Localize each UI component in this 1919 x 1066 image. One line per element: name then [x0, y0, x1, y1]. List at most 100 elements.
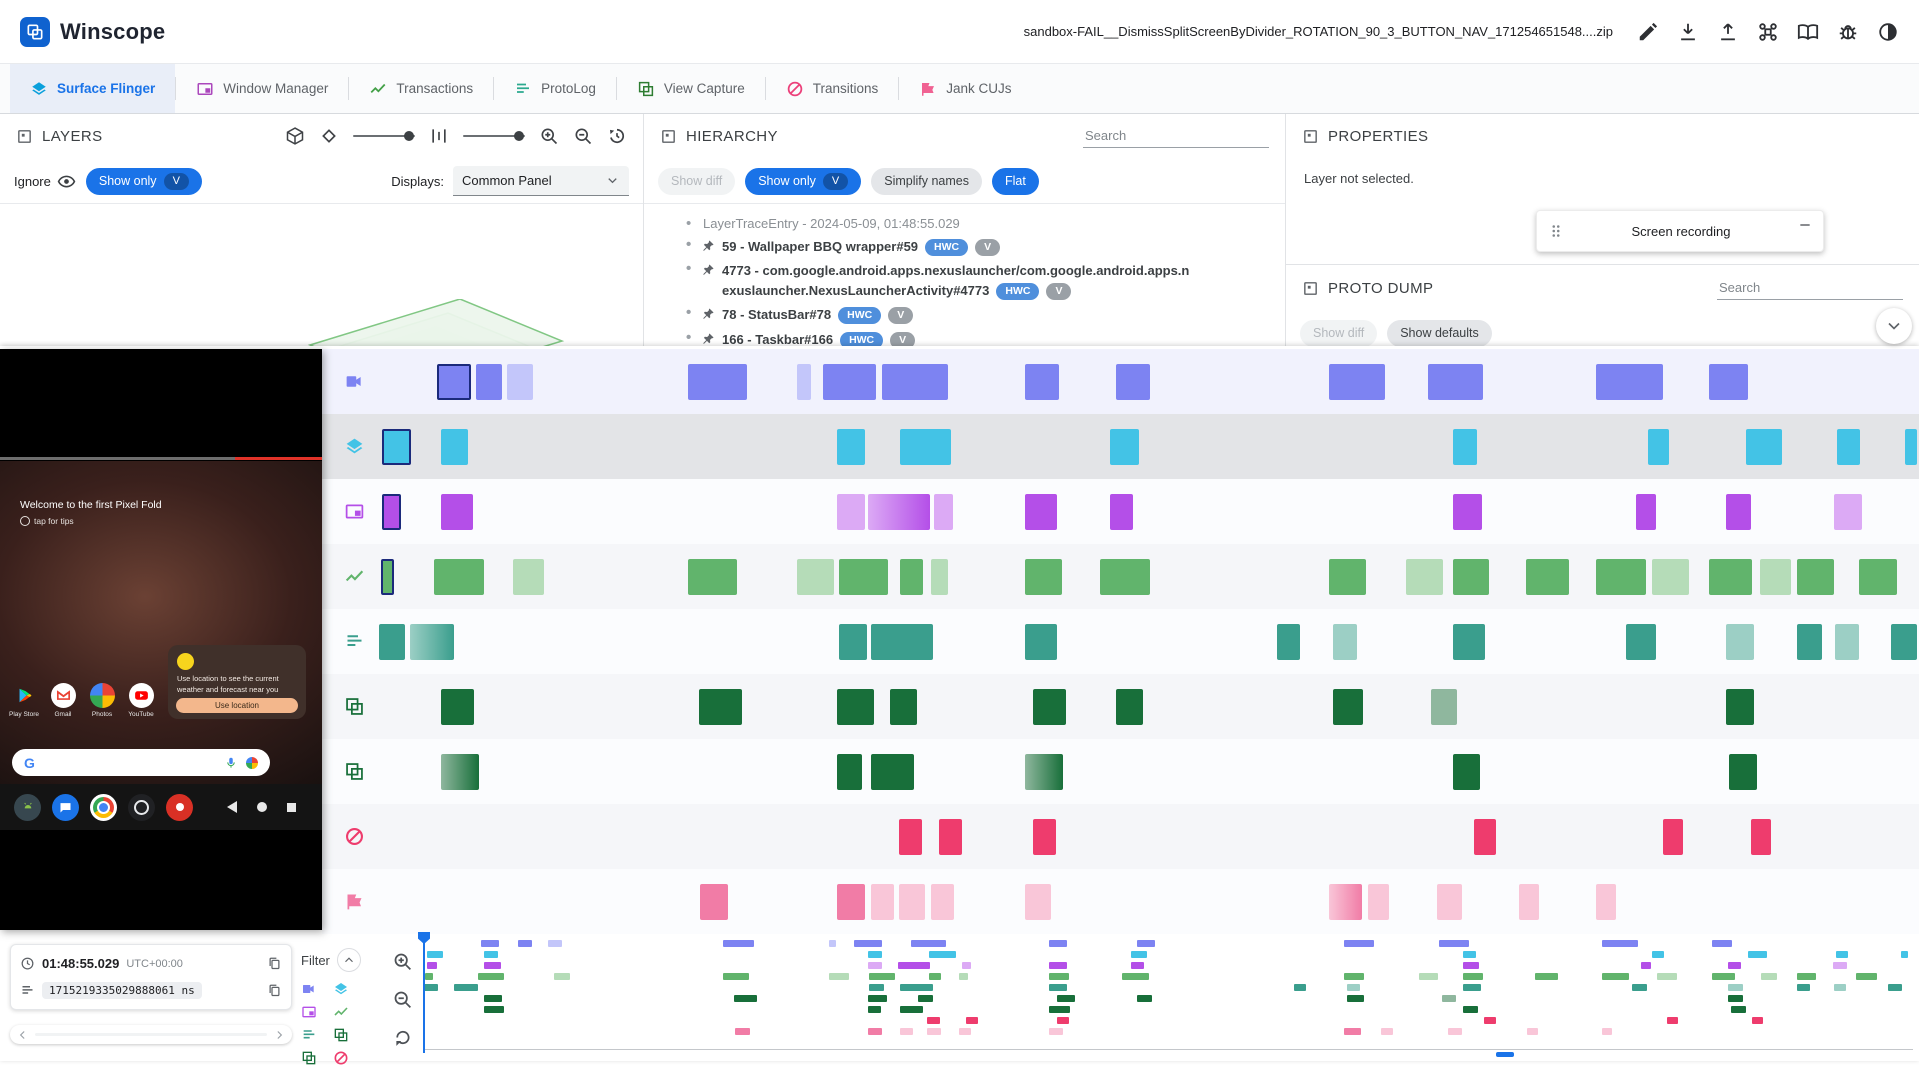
timeline-block[interactable] — [440, 429, 469, 465]
timeline-block[interactable] — [838, 559, 889, 595]
timeline-block[interactable] — [1518, 884, 1539, 920]
timeline-block[interactable] — [871, 884, 895, 920]
pin-icon[interactable] — [701, 307, 715, 321]
tab-surface-flinger[interactable]: Surface Flinger — [10, 64, 176, 113]
timeline-block[interactable] — [1332, 689, 1364, 725]
use-location-button[interactable]: Use location — [176, 698, 298, 713]
tab-jank-cujs[interactable]: Jank CUJs — [899, 64, 1031, 113]
timeline-block[interactable] — [440, 689, 475, 725]
drag-handle-icon[interactable] — [1547, 222, 1565, 240]
timeline-block[interactable] — [900, 559, 924, 595]
spacing-icon[interactable] — [429, 126, 449, 146]
dark-mode-toggle[interactable] — [1877, 21, 1899, 43]
spacing-slider[interactable] — [463, 131, 525, 141]
filter-collapse-button[interactable] — [336, 948, 361, 972]
documentation-button[interactable] — [1797, 21, 1819, 43]
timeline-block[interactable] — [1430, 689, 1458, 725]
timeline-block[interactable] — [931, 884, 955, 920]
timeline-block[interactable] — [934, 494, 953, 530]
hierarchy-node[interactable]: • 78 - StatusBar#78 HWC V — [686, 303, 1271, 328]
timeline-block[interactable] — [700, 884, 729, 920]
timeline-block[interactable] — [1329, 364, 1385, 400]
timeline-block[interactable] — [1760, 559, 1791, 595]
timeline-block[interactable] — [1835, 624, 1859, 660]
timeline-block[interactable] — [1833, 494, 1862, 530]
timeline-block[interactable] — [1024, 494, 1058, 530]
pin-icon[interactable] — [701, 263, 715, 277]
hierarchy-node[interactable]: • 4773 - com.google.android.apps.nexuslau… — [686, 259, 1271, 303]
timeline-block[interactable] — [1427, 364, 1484, 400]
timeline-block[interactable] — [1452, 624, 1485, 660]
timeline-block[interactable] — [409, 624, 455, 660]
screen-recording-preview[interactable]: Welcome to the first Pixel Fold tap for … — [0, 349, 322, 930]
listlines-icon[interactable] — [301, 1027, 317, 1043]
timeline-zoom-in-button[interactable] — [392, 951, 413, 972]
timeline-block[interactable] — [1032, 819, 1056, 855]
timeline-block[interactable] — [797, 559, 835, 595]
timeline-block[interactable] — [1024, 624, 1058, 660]
rotation-slider[interactable] — [353, 131, 415, 141]
squares-icon[interactable] — [301, 1050, 317, 1066]
timeline-block[interactable] — [1797, 624, 1822, 660]
timeline-block[interactable] — [1726, 624, 1754, 660]
tab-window-manager[interactable]: Window Manager — [176, 64, 348, 113]
3d-view-icon[interactable] — [285, 126, 305, 146]
timeline-block[interactable] — [1837, 429, 1861, 465]
timeline-block[interactable] — [837, 689, 875, 725]
timeline-block[interactable] — [1332, 624, 1358, 660]
overview-timeline[interactable] — [424, 938, 1913, 1046]
timeline-zoom-out-button[interactable] — [392, 989, 413, 1010]
timeline-block[interactable] — [1474, 819, 1496, 855]
scroll-left-button[interactable] — [16, 1028, 30, 1042]
timeline-block[interactable] — [1595, 559, 1647, 595]
timeline-block[interactable] — [837, 494, 865, 530]
flat-button[interactable]: Flat — [991, 167, 1039, 195]
timeline-block[interactable] — [1329, 559, 1367, 595]
copy-ns-button[interactable] — [267, 983, 282, 998]
show-diff-button[interactable]: Show diff — [1300, 319, 1378, 347]
timeline-block[interactable] — [1109, 429, 1139, 465]
proto-dump-search-input[interactable] — [1717, 276, 1903, 300]
timeline-block[interactable] — [379, 624, 406, 660]
rotation-icon[interactable] — [319, 126, 339, 146]
timeline-block[interactable] — [506, 364, 533, 400]
timeline-block[interactable] — [1024, 754, 1064, 790]
timeline-block[interactable] — [440, 494, 473, 530]
layers-icon[interactable] — [333, 981, 349, 997]
timeline-block[interactable] — [900, 429, 952, 465]
timeline-block[interactable] — [871, 624, 933, 660]
timeline-block[interactable] — [1032, 689, 1067, 725]
timeline-block[interactable] — [1595, 364, 1664, 400]
timeline-block[interactable] — [871, 754, 915, 790]
timeline-block[interactable] — [382, 429, 412, 465]
edit-filename-button[interactable] — [1637, 21, 1659, 43]
timeline-block[interactable] — [1115, 689, 1144, 725]
timeline-block[interactable] — [1890, 624, 1917, 660]
timeline-block[interactable] — [1452, 559, 1490, 595]
hierarchy-node[interactable]: • 166 - Taskbar#166 HWC V — [686, 327, 1271, 352]
simplify-names-button[interactable]: Simplify names — [871, 167, 982, 195]
show-only-v-button[interactable]: Show only V — [745, 167, 862, 195]
timeline-block[interactable] — [837, 884, 865, 920]
timeline-block[interactable] — [898, 819, 922, 855]
timeline-block[interactable] — [838, 624, 867, 660]
minimize-icon[interactable] — [1797, 217, 1813, 233]
timeline-block[interactable] — [382, 494, 401, 530]
ignore-toggle[interactable]: Ignore — [14, 172, 76, 191]
reset-view-button[interactable] — [607, 126, 627, 146]
chart-icon[interactable] — [333, 1004, 349, 1020]
timeline-block[interactable] — [1452, 429, 1478, 465]
timeline-block[interactable] — [1726, 494, 1751, 530]
timeline-cursor[interactable] — [423, 934, 425, 1053]
timeline-block[interactable] — [1526, 559, 1570, 595]
show-only-v-button[interactable]: Show only V — [85, 167, 202, 195]
copy-time-button[interactable] — [267, 956, 282, 971]
show-diff-button[interactable]: Show diff — [658, 167, 736, 195]
timeline-block[interactable] — [889, 689, 918, 725]
timeline-block[interactable] — [1024, 884, 1052, 920]
timeline-block[interactable] — [380, 559, 395, 595]
timeline-block[interactable] — [698, 689, 742, 725]
timeline-block[interactable] — [1726, 689, 1754, 725]
timeline-block[interactable] — [512, 559, 544, 595]
timeline-block[interactable] — [437, 364, 472, 400]
